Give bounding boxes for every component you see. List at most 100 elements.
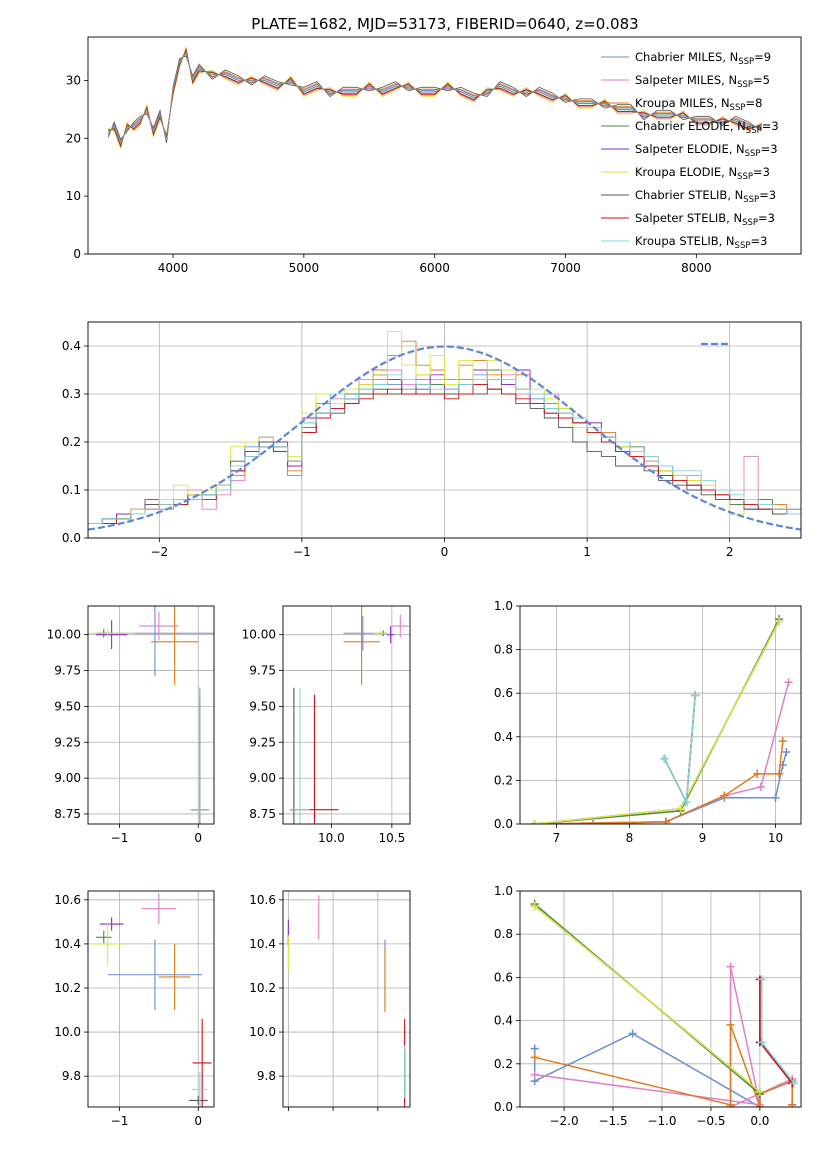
axes-frame — [282, 605, 411, 825]
x-tick-label: −0.5 — [696, 1114, 725, 1128]
y-tick-label: 1.0 — [494, 884, 513, 898]
y-tick-label: 0.8 — [494, 643, 513, 657]
y-tick-label: 9.00 — [249, 771, 276, 785]
legend-subscript: SSP — [743, 195, 759, 205]
x-tick-label: 10 — [768, 831, 783, 845]
x-tick-label: 10.5 — [378, 831, 405, 845]
axes-frame — [87, 605, 215, 825]
x-tick-label: −1.5 — [598, 1114, 627, 1128]
mass-weight-marker — [588, 820, 597, 824]
y-tick-label: 0.2 — [62, 435, 81, 449]
y-tick-label: 0.4 — [494, 730, 513, 744]
legend-subscript: SSP — [746, 126, 762, 136]
y-tick-label: 10.2 — [54, 981, 81, 995]
mass-weight-marker — [676, 804, 685, 813]
y-tick-label: 8.75 — [54, 807, 81, 821]
x-tick-label: −2 — [150, 545, 168, 559]
legend-subscript: SSP — [730, 103, 746, 113]
axes-frame — [282, 890, 411, 1108]
x-tick-label: 9 — [699, 831, 707, 845]
mass-weight-marker — [775, 617, 784, 626]
x-tick-label: −2.0 — [549, 1114, 578, 1128]
plot-area — [287, 895, 406, 1107]
legend-subscript: SSP — [745, 149, 761, 159]
mass-weight-line — [534, 741, 784, 824]
legend-entry: Kroupa STELIB, NSSP=3 — [635, 234, 767, 251]
chart-age_vs_mass: 10.0 10.5 8.75 9.00 9.25 9.50 9.75 10.00 — [242, 605, 411, 845]
y-tick-label: 9.75 — [54, 664, 81, 678]
y-tick-label: 10.2 — [249, 981, 276, 995]
mass-weight-marker — [790, 1079, 799, 1088]
y-tick-label: 9.50 — [249, 699, 276, 713]
legend-entry: Chabrier MILES, NSSP=9 — [635, 50, 771, 67]
x-tick-label: −1 — [111, 1114, 129, 1128]
legend-tail: =3 — [762, 119, 779, 133]
mass-weight-marker — [726, 1020, 735, 1029]
plot-area — [88, 331, 801, 538]
chart-mass_vs_z: −1 0 9.8 10.0 10.2 10.4 10.6 — [54, 890, 215, 1128]
axes-frame — [87, 321, 802, 539]
legend-entry: Salpeter STELIB, NSSP=3 — [635, 211, 775, 228]
y-tick-label: 0.2 — [494, 1057, 513, 1071]
mass-weight-marker — [771, 793, 780, 802]
x-tick-label: 0 — [194, 1114, 202, 1128]
x-tick-label: 10.0 — [318, 831, 345, 845]
mass-weight-line — [534, 905, 761, 1093]
legend-label: Salpeter MILES, N — [635, 73, 737, 87]
legend-label: Salpeter STELIB, N — [635, 211, 742, 225]
legend-subscript: SSP — [737, 172, 753, 182]
chart-residuals: −2 −1 0 1 2 0.0 0.1 0.2 0.3 0.4 — [62, 321, 802, 559]
legend-tail: =3 — [758, 211, 775, 225]
y-tick-label: 10.6 — [249, 893, 276, 907]
legend-label: Kroupa ELODIE, N — [635, 165, 737, 179]
y-tick-label: 0.2 — [494, 773, 513, 787]
legend-label: Chabrier ELODIE, N — [635, 119, 746, 133]
x-tick-label: 4000 — [158, 261, 189, 275]
y-tick-label: 9.75 — [249, 664, 276, 678]
mass-weight-marker — [726, 962, 735, 971]
y-tick-label: 9.8 — [62, 1069, 81, 1083]
legend-label: Chabrier MILES, N — [635, 50, 738, 64]
legend-entry: Kroupa ELODIE, NSSP=3 — [635, 165, 770, 182]
y-tick-label: 10.0 — [249, 1025, 276, 1039]
y-tick-label: 10.4 — [54, 937, 81, 951]
mass-weight-marker — [661, 817, 670, 824]
legend-subscript: SSP — [737, 80, 753, 90]
y-tick-label: 0.3 — [62, 387, 81, 401]
y-tick-label: 0.0 — [494, 1100, 513, 1114]
x-tick-label: −1.0 — [647, 1114, 676, 1128]
plot-area — [530, 899, 799, 1107]
histogram-step-line — [88, 374, 801, 538]
y-tick-label: 0 — [73, 247, 81, 261]
y-tick-label: 0.0 — [62, 531, 81, 545]
y-tick-label: 10 — [66, 189, 81, 203]
axes-frame — [519, 890, 802, 1108]
legend-tail: =3 — [750, 234, 767, 248]
y-tick-label: 10.00 — [47, 628, 81, 642]
mass-weight-marker — [756, 782, 765, 791]
x-tick-label: −1 — [293, 545, 311, 559]
y-tick-label: 0.6 — [494, 686, 513, 700]
chart-weight_vs_age: 7 8 9 10 0.0 0.2 0.4 0.6 0.8 1.0 — [494, 599, 802, 845]
plot-area — [107, 46, 763, 151]
legend-entry: Kroupa MILES, NSSP=8 — [635, 96, 762, 113]
legend-label: Salpeter ELODIE, N — [635, 142, 745, 156]
legend-subscript: SSP — [735, 241, 751, 251]
y-tick-label: 30 — [66, 73, 81, 87]
y-tick-label: 1.0 — [494, 599, 513, 613]
chart-age_vs_z: −1 0 8.75 9.00 9.25 9.50 9.75 10.00 — [47, 605, 215, 845]
data-spectrum-line — [108, 50, 762, 146]
legend-tail: =3 — [761, 142, 778, 156]
y-tick-label: 0.6 — [494, 970, 513, 984]
y-tick-label: 8.75 — [249, 807, 276, 821]
mass-weight-marker — [782, 748, 791, 757]
mass-weight-marker — [757, 975, 766, 984]
legend-label: Chabrier STELIB, N — [635, 188, 743, 202]
mass-weight-marker — [628, 1029, 637, 1038]
axes-frame — [87, 890, 215, 1108]
plot-area — [88, 606, 214, 824]
normal-curve-line — [88, 345, 801, 531]
mass-weight-marker — [788, 1100, 797, 1107]
x-tick-label: 7000 — [550, 261, 581, 275]
